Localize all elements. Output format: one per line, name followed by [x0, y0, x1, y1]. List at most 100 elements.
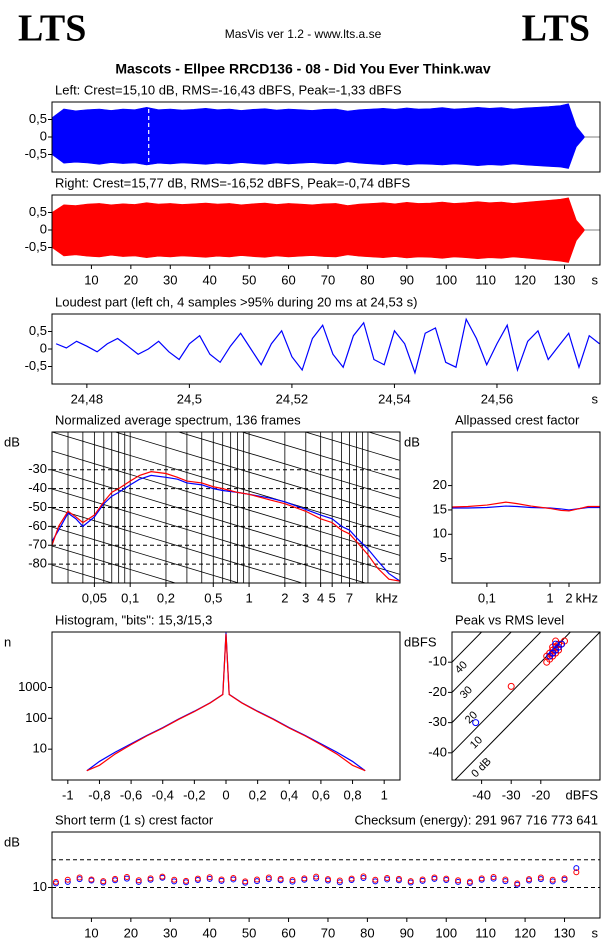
reference-slope [52, 488, 367, 583]
y-tick-label: 5 [440, 550, 447, 565]
data-point [135, 878, 142, 885]
data-point [407, 878, 414, 885]
data-point [183, 877, 190, 884]
data-point [123, 873, 130, 880]
x-tick-label: 50 [242, 925, 256, 940]
x-tick-label: -40 [472, 787, 491, 802]
x-tick-label: 0,05 [82, 590, 107, 605]
x-tick-label: 120 [514, 925, 536, 940]
x-tick-label: 2 [281, 590, 288, 605]
y-tick-label: 0 [40, 128, 47, 143]
panel: Allpassed crest factor dB kHz 20 15 10 5 0,1 1 2 [404, 412, 601, 605]
y-tick-label: 0,5 [29, 323, 47, 338]
data-point [561, 875, 568, 882]
x-tick-label: -20 [531, 787, 550, 802]
x-tick-label: -0,4 [152, 787, 174, 802]
x-tick-label: 80 [360, 925, 374, 940]
x-tick-label: 50 [242, 272, 256, 287]
panel-title: Histogram, "bits": 15,3/15,3 [55, 612, 212, 627]
data-point [313, 875, 320, 882]
x-tick-label: 1 [245, 590, 252, 605]
data-point [100, 878, 107, 885]
data-point [64, 878, 71, 885]
x-tick-label: 0,1 [478, 590, 496, 605]
plot-frame [51, 631, 401, 781]
waveform-envelope [52, 136, 585, 169]
x-tick-label: 10 [84, 925, 98, 940]
y-tick-label: 0,5 [29, 111, 47, 126]
x-tick-label: 30 [163, 925, 177, 940]
data-point [478, 875, 485, 882]
y-tick-label: -60 [28, 518, 47, 533]
panel: Left: Crest=15,10 dB, RMS=-16,43 dBFS, P… [25, 82, 601, 173]
crest-reference-line [454, 632, 600, 780]
panel-title: Allpassed crest factor [455, 412, 580, 427]
data-point [549, 649, 557, 657]
y-tick-label: 1000 [18, 679, 47, 694]
annotation: Checksum (energy): 291 967 716 773 641 [354, 812, 598, 827]
plot-area [55, 317, 600, 375]
waveform-envelope [52, 229, 585, 263]
data-point [123, 875, 130, 882]
x-tick-label: 3 [302, 590, 309, 605]
x-axis-label: kHz [376, 590, 398, 605]
x-tick-label: 120 [514, 272, 536, 287]
plot-frame [451, 631, 601, 781]
data-point [490, 873, 497, 880]
y-tick-label: 0,5 [29, 204, 47, 219]
plot-frame [451, 431, 601, 584]
y-tick-label: -40 [428, 744, 447, 759]
x-tick-label: 1 [546, 590, 553, 605]
data-point [419, 876, 426, 883]
plot-area [52, 859, 600, 888]
data-point [552, 637, 560, 645]
x-tick-label: 60 [281, 272, 295, 287]
x-tick-label: 0 [222, 787, 229, 802]
x-tick-label: 0,1 [121, 590, 139, 605]
x-axis-label: s [592, 925, 599, 940]
data-point [537, 874, 544, 881]
data-point [265, 874, 272, 881]
data-point [490, 875, 497, 882]
y-tick-label: -20 [428, 684, 447, 699]
x-axis-label: s [592, 391, 599, 406]
y-tick-label: -70 [28, 537, 47, 552]
y-tick-label: 0 [40, 221, 47, 236]
data-point [555, 646, 563, 654]
data-point [194, 875, 201, 882]
x-tick-label: 0,2 [157, 590, 175, 605]
series-line [86, 632, 366, 772]
plot-area [452, 501, 600, 512]
y-tick-label: -80 [28, 556, 47, 571]
data-point [549, 876, 556, 883]
plot-frame [51, 194, 601, 266]
plot-area [452, 632, 600, 780]
x-tick-label: 0,5 [204, 590, 222, 605]
data-point [372, 876, 379, 883]
x-tick-label: 130 [554, 925, 576, 940]
data-point [171, 878, 178, 885]
plot-frame [51, 101, 601, 173]
x-tick-label: 40 [202, 272, 216, 287]
y-tick-label: 10 [33, 879, 47, 894]
y-axis-label: dB [4, 434, 20, 449]
panel: Loudest part (left ch, 4 samples >95% du… [25, 294, 601, 406]
x-tick-label: 2 [565, 590, 572, 605]
data-point [502, 878, 509, 885]
data-point [372, 878, 379, 885]
data-point [472, 719, 480, 727]
series-line [52, 471, 400, 582]
panel: Right: Crest=15,77 dB, RMS=-16,52 dBFS, … [25, 175, 601, 287]
series-line [55, 317, 600, 375]
data-point [135, 877, 142, 884]
data-point [431, 874, 438, 881]
data-point [455, 877, 462, 884]
x-tick-label: 70 [321, 925, 335, 940]
plot-area [52, 197, 600, 263]
data-point [206, 874, 213, 881]
data-point [466, 878, 473, 885]
x-tick-label: 7 [346, 590, 353, 605]
reference-slope [113, 432, 400, 518]
x-tick-label: 0,8 [344, 787, 362, 802]
